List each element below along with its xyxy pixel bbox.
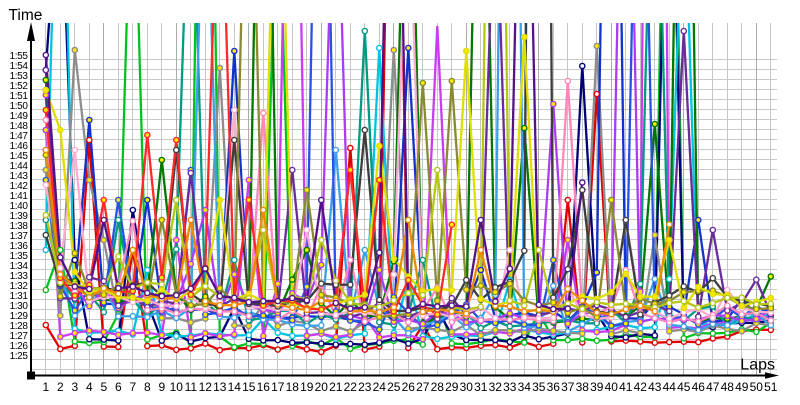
svg-text:1:26: 1:26	[10, 341, 29, 352]
svg-text:50: 50	[750, 380, 764, 394]
svg-text:49: 49	[735, 380, 749, 394]
svg-text:46: 46	[692, 380, 706, 394]
svg-text:1:44: 1:44	[10, 161, 29, 172]
svg-text:36: 36	[547, 380, 561, 394]
svg-text:1:35: 1:35	[10, 251, 29, 262]
svg-text:47: 47	[706, 380, 720, 394]
svg-text:42: 42	[634, 380, 648, 394]
svg-text:48: 48	[721, 380, 735, 394]
svg-text:1:54: 1:54	[10, 61, 29, 72]
svg-text:31: 31	[474, 380, 488, 394]
svg-text:1:53: 1:53	[10, 71, 29, 82]
svg-text:1:34: 1:34	[10, 261, 29, 272]
svg-text:45: 45	[677, 380, 691, 394]
svg-text:1:29: 1:29	[10, 311, 29, 322]
svg-text:1:32: 1:32	[10, 281, 29, 292]
svg-text:1:55: 1:55	[10, 51, 29, 62]
svg-text:34: 34	[518, 380, 532, 394]
svg-text:21: 21	[329, 380, 343, 394]
svg-text:15: 15	[242, 380, 256, 394]
svg-text:44: 44	[663, 380, 677, 394]
svg-text:9: 9	[158, 380, 165, 394]
svg-text:1: 1	[42, 380, 49, 394]
svg-text:25: 25	[387, 380, 401, 394]
svg-text:1:43: 1:43	[10, 171, 29, 182]
svg-text:12: 12	[199, 380, 213, 394]
svg-text:38: 38	[576, 380, 590, 394]
svg-text:19: 19	[300, 380, 314, 394]
svg-text:20: 20	[315, 380, 329, 394]
svg-text:1:41: 1:41	[10, 191, 29, 202]
svg-text:1:31: 1:31	[10, 291, 29, 302]
svg-text:16: 16	[257, 380, 271, 394]
svg-text:1:40: 1:40	[10, 201, 29, 212]
svg-text:18: 18	[286, 380, 300, 394]
svg-text:35: 35	[532, 380, 546, 394]
svg-text:40: 40	[605, 380, 619, 394]
svg-text:29: 29	[445, 380, 459, 394]
svg-text:41: 41	[619, 380, 633, 394]
svg-text:1:27: 1:27	[10, 331, 29, 342]
svg-text:24: 24	[373, 380, 387, 394]
svg-text:1:47: 1:47	[10, 131, 29, 142]
svg-text:1:42: 1:42	[10, 181, 29, 192]
svg-text:10: 10	[170, 380, 184, 394]
svg-text:11: 11	[185, 380, 198, 394]
svg-text:5: 5	[100, 380, 107, 394]
svg-text:1:36: 1:36	[10, 241, 29, 252]
svg-text:4: 4	[86, 380, 93, 394]
svg-text:37: 37	[561, 380, 575, 394]
svg-text:8: 8	[144, 380, 151, 394]
svg-text:1:45: 1:45	[10, 151, 29, 162]
svg-text:1:48: 1:48	[10, 121, 29, 132]
svg-text:1:38: 1:38	[10, 221, 29, 232]
svg-text:1:50: 1:50	[10, 101, 29, 112]
svg-text:1:51: 1:51	[10, 91, 29, 102]
svg-text:39: 39	[590, 380, 604, 394]
svg-text:7: 7	[129, 380, 136, 394]
svg-text:1:52: 1:52	[10, 81, 29, 92]
svg-text:3: 3	[71, 380, 78, 394]
svg-text:6: 6	[115, 380, 122, 394]
svg-text:28: 28	[431, 380, 445, 394]
svg-text:33: 33	[503, 380, 517, 394]
svg-text:1:30: 1:30	[10, 301, 29, 312]
svg-text:26: 26	[402, 380, 416, 394]
svg-text:30: 30	[460, 380, 474, 394]
svg-text:43: 43	[648, 380, 662, 394]
svg-text:17: 17	[271, 380, 285, 394]
svg-text:1:49: 1:49	[10, 111, 29, 122]
svg-text:14: 14	[228, 380, 242, 394]
svg-text:2: 2	[57, 380, 64, 394]
svg-text:32: 32	[489, 380, 503, 394]
svg-text:1:33: 1:33	[10, 271, 29, 282]
svg-text:1:25: 1:25	[10, 351, 29, 362]
svg-text:1:39: 1:39	[10, 211, 29, 222]
svg-text:23: 23	[358, 380, 372, 394]
svg-text:1:37: 1:37	[10, 231, 29, 242]
svg-text:27: 27	[416, 380, 430, 394]
svg-text:51: 51	[764, 380, 778, 394]
svg-text:1:46: 1:46	[10, 141, 29, 152]
svg-text:13: 13	[213, 380, 227, 394]
svg-text:Laps: Laps	[740, 357, 775, 374]
svg-text:Time: Time	[9, 7, 43, 24]
svg-text:22: 22	[344, 380, 358, 394]
svg-text:1:28: 1:28	[10, 321, 29, 332]
